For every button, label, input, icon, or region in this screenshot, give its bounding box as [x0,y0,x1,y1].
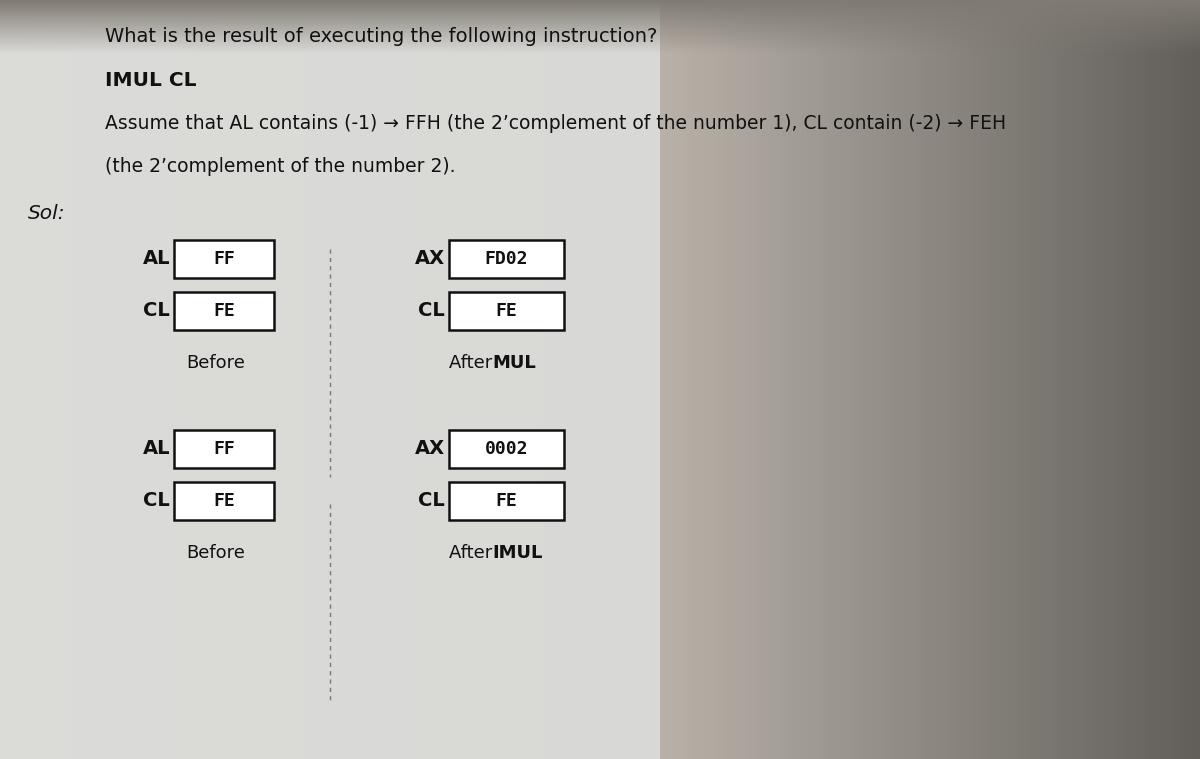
Text: FD02: FD02 [485,250,528,268]
Text: AX: AX [415,439,445,458]
FancyBboxPatch shape [174,240,274,278]
Text: 0002: 0002 [485,440,528,458]
FancyBboxPatch shape [449,292,564,330]
Text: CL: CL [419,301,445,320]
Text: FF: FF [214,440,235,458]
Text: AL: AL [143,439,170,458]
FancyBboxPatch shape [174,292,274,330]
Text: What is the result of executing the following instruction?: What is the result of executing the foll… [106,27,658,46]
Text: FE: FE [214,492,235,510]
Text: Sol:: Sol: [28,204,66,223]
Text: MUL: MUL [492,354,535,372]
Text: After: After [449,354,498,372]
Text: FE: FE [496,492,517,510]
Text: Assume that AL contains (-1) → FFH (the 2’complement of the number 1), CL contai: Assume that AL contains (-1) → FFH (the … [106,114,1006,133]
Text: FE: FE [496,302,517,320]
Text: AX: AX [415,250,445,269]
FancyBboxPatch shape [449,430,564,468]
FancyBboxPatch shape [449,482,564,520]
Text: After: After [449,544,498,562]
Text: CL: CL [143,301,170,320]
Text: IMUL: IMUL [492,544,542,562]
Text: CL: CL [143,492,170,511]
Text: AL: AL [143,250,170,269]
FancyBboxPatch shape [174,482,274,520]
FancyBboxPatch shape [449,240,564,278]
Text: Before: Before [186,354,246,372]
Text: IMUL CL: IMUL CL [106,71,197,90]
Text: FE: FE [214,302,235,320]
Text: FF: FF [214,250,235,268]
Text: (the 2’complement of the number 2).: (the 2’complement of the number 2). [106,157,456,176]
Text: CL: CL [419,492,445,511]
FancyBboxPatch shape [174,430,274,468]
Text: Before: Before [186,544,246,562]
